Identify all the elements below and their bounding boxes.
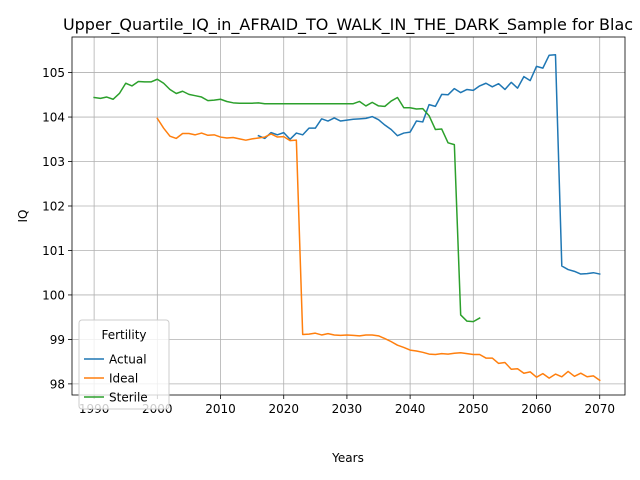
legend-items: Actual Ideal Sterile — [84, 353, 148, 405]
y-tick-label: 101 — [42, 244, 65, 258]
grid-lines — [72, 37, 625, 395]
legend-box — [78, 319, 170, 410]
y-tick-label: 103 — [42, 155, 65, 169]
series-lines — [93, 54, 601, 382]
x-tick-label: 2060 — [521, 402, 552, 416]
legend-label-ideal: Ideal — [109, 372, 138, 386]
x-tick-label: 2040 — [395, 402, 426, 416]
x-axis-label: Years — [331, 451, 364, 465]
series-line-actual — [257, 54, 601, 275]
y-tick-label: 104 — [42, 111, 65, 125]
y-axis-label: IQ — [16, 210, 30, 223]
y-tick-label: 99 — [50, 333, 65, 347]
x-tick-label: 2020 — [268, 402, 299, 416]
y-tick-label: 100 — [42, 288, 65, 302]
x-tick-label: 2050 — [458, 402, 489, 416]
x-tick-label: 2010 — [205, 402, 236, 416]
y-axis-ticks: 98 99 100 101 102 103 104 105 — [42, 66, 72, 391]
legend-label-sterile: Sterile — [109, 391, 148, 405]
y-tick-label: 105 — [42, 66, 65, 80]
y-tick-label: 98 — [50, 377, 65, 391]
plot-frame — [71, 36, 626, 396]
series-line-ideal — [156, 117, 601, 382]
chart-title: Upper_Quartile_IQ_in_AFRAID_TO_WALK_IN_T… — [63, 15, 633, 35]
x-tick-label: 2070 — [584, 402, 615, 416]
y-tick-label: 102 — [42, 199, 65, 213]
legend: Fertility Actual Ideal Sterile — [78, 319, 170, 410]
legend-label-actual: Actual — [109, 353, 147, 367]
series-line-sterile — [93, 78, 481, 323]
x-tick-label: 2030 — [332, 402, 363, 416]
legend-title: Fertility — [101, 328, 146, 342]
